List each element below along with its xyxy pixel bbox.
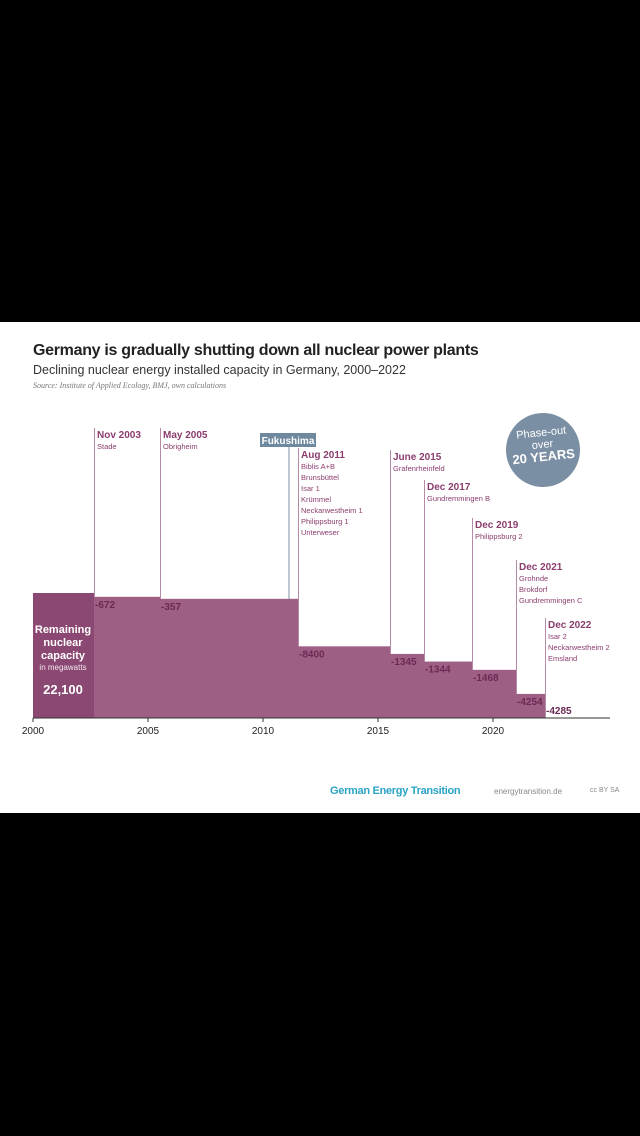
brand-logo: German Energy Transition (330, 785, 461, 797)
event-date: Aug 2011 (301, 450, 345, 461)
website-link[interactable]: energytransition.de (494, 787, 563, 796)
capacity-step (516, 693, 545, 718)
event-plant: Krümmel (301, 495, 331, 504)
capacity-step (424, 661, 472, 718)
change-value-label: -4254 (517, 697, 543, 708)
change-value-label: -672 (95, 600, 115, 611)
x-tick-label: 2005 (137, 726, 160, 737)
event-plant: Philippsburg 2 (475, 532, 523, 541)
event-plant: Grohnde (519, 574, 548, 583)
event-plant: Isar 1 (301, 484, 320, 493)
capacity-step (390, 653, 424, 718)
event-date: Dec 2022 (548, 620, 592, 631)
x-tick-label: 2020 (482, 726, 505, 737)
capacity-step (472, 669, 516, 718)
event-date: June 2015 (393, 452, 442, 463)
event-plant: Obrigheim (163, 442, 198, 451)
event-date: Dec 2017 (427, 482, 471, 493)
event-date: Nov 2003 (97, 430, 141, 441)
license-badge: cc BY SA (590, 787, 620, 794)
capacity-step (160, 598, 298, 718)
event-plant: Gundremmingen B (427, 494, 490, 503)
initial-value: 22,100 (43, 682, 83, 697)
infographic-card: Germany is gradually shutting down all n… (0, 322, 640, 813)
chart-subtitle: Declining nuclear energy installed capac… (33, 363, 406, 377)
chart-source: Source: Institute of Applied Ecology, BM… (33, 381, 227, 390)
event-plant: Gundremmingen C (519, 596, 583, 605)
event-plant: Philippsburg 1 (301, 517, 349, 526)
x-tick-label: 2010 (252, 726, 275, 737)
event-date: May 2005 (163, 430, 208, 441)
initial-label: Remaining (35, 624, 91, 636)
event-plant: Brunsbüttel (301, 473, 339, 482)
event-plant: Stade (97, 442, 117, 451)
change-value-label: -1468 (473, 673, 499, 684)
x-tick-label: 2000 (22, 726, 45, 737)
change-value-label: -1344 (425, 665, 451, 676)
event-plant: Biblis A+B (301, 462, 335, 471)
event-plant: Neckarwestheim 2 (548, 643, 610, 652)
fukushima-marker (260, 433, 316, 447)
chart-title: Germany is gradually shutting down all n… (33, 342, 479, 359)
capacity-step (94, 596, 160, 718)
change-value-label: -4285 (546, 706, 572, 717)
x-tick-label: 2015 (367, 726, 390, 737)
event-plant: Brokdorf (519, 585, 548, 594)
event-plant: Grafenrheinfeld (393, 464, 445, 473)
event-plant: Unterweser (301, 528, 340, 537)
event-plant: Emsland (548, 654, 577, 663)
event-date: Dec 2021 (519, 562, 563, 573)
event-date: Dec 2019 (475, 520, 519, 531)
capacity-step (298, 646, 390, 718)
event-plant: Neckarwestheim 1 (301, 506, 363, 515)
initial-label: nuclear (43, 637, 83, 649)
change-value-label: -8400 (299, 649, 325, 660)
change-value-label: -1345 (391, 657, 417, 668)
initial-capacity-block (33, 593, 94, 718)
initial-unit: in megawatts (39, 663, 86, 672)
change-value-label: -357 (161, 602, 181, 613)
event-plant: Isar 2 (548, 632, 567, 641)
initial-label: capacity (41, 650, 86, 662)
fukushima-label: Fukushima (262, 436, 315, 447)
